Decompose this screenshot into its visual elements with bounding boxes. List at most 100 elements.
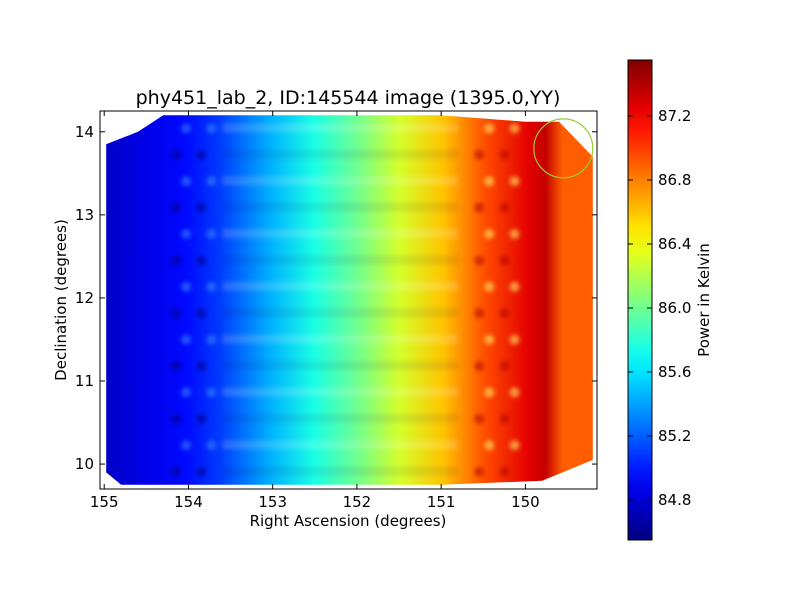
heatmap xyxy=(106,115,593,485)
scan-spot xyxy=(509,123,520,134)
x-tick-label: 154 xyxy=(174,493,203,511)
scan-spot xyxy=(181,334,192,345)
colorbar-label: Power in Kelvin xyxy=(695,243,713,357)
scan-spot xyxy=(206,334,217,345)
scan-spot xyxy=(484,440,495,451)
scan-spot xyxy=(196,466,207,477)
scan-spot xyxy=(499,308,510,319)
scan-stripe xyxy=(222,149,459,159)
scan-spot xyxy=(474,413,485,424)
scan-spot xyxy=(509,281,520,292)
scan-stripe xyxy=(222,361,459,371)
scan-spot xyxy=(206,440,217,451)
colorbar-tick-label: 85.2 xyxy=(658,427,691,445)
x-tick-label: 151 xyxy=(427,493,456,511)
scan-spot xyxy=(499,466,510,477)
scan-stripe xyxy=(222,308,459,318)
scan-spot xyxy=(171,413,182,424)
y-axis-label: Declination (degrees) xyxy=(52,219,70,381)
x-tick-label: 150 xyxy=(511,493,540,511)
scan-spot xyxy=(499,361,510,372)
scan-spot xyxy=(171,466,182,477)
colorbar-tick-label: 86.4 xyxy=(658,235,691,253)
scan-spot xyxy=(196,308,207,319)
plot-frame xyxy=(99,110,598,490)
scan-spot xyxy=(499,413,510,424)
scan-stripe xyxy=(222,334,459,344)
marker-circle xyxy=(533,118,594,179)
scan-spot xyxy=(196,149,207,160)
scan-spot xyxy=(181,228,192,239)
scan-spot xyxy=(474,149,485,160)
scan-spot xyxy=(484,387,495,398)
scan-spot xyxy=(499,202,510,213)
scan-spot xyxy=(484,176,495,187)
scan-spot xyxy=(499,255,510,266)
scan-spot xyxy=(171,202,182,213)
y-tick-label: 12 xyxy=(75,289,94,307)
colorbar-tick-label: 84.8 xyxy=(658,491,691,509)
scan-spot xyxy=(171,361,182,372)
scan-spot xyxy=(181,440,192,451)
scan-spot xyxy=(206,387,217,398)
scan-spot xyxy=(206,281,217,292)
scan-spot xyxy=(196,413,207,424)
scan-spot xyxy=(509,440,520,451)
scan-spot xyxy=(474,308,485,319)
scan-stripe xyxy=(222,387,459,397)
scan-spot xyxy=(484,228,495,239)
y-axis: 10 11 12 13 14 xyxy=(75,123,597,473)
scan-stripe xyxy=(222,228,459,238)
scan-stripe xyxy=(222,123,459,133)
scan-spot xyxy=(484,123,495,134)
x-axis: 155 154 153 152 151 150 xyxy=(90,111,540,511)
scan-stripe xyxy=(222,440,459,450)
scan-spot xyxy=(509,176,520,187)
scan-spot xyxy=(474,255,485,266)
scan-spot xyxy=(181,176,192,187)
scan-spot xyxy=(474,466,485,477)
scan-stripes xyxy=(171,123,520,477)
scan-spot xyxy=(171,255,182,266)
scan-spot xyxy=(171,308,182,319)
scan-spot xyxy=(474,361,485,372)
colorbar-gradient xyxy=(627,59,653,541)
scan-spot xyxy=(181,281,192,292)
scan-stripe xyxy=(222,281,459,291)
scan-spot xyxy=(474,202,485,213)
x-tick-label: 153 xyxy=(258,493,287,511)
scan-stripe xyxy=(222,202,459,212)
scan-stripe xyxy=(222,176,459,186)
colorbar-tick-label: 85.6 xyxy=(658,363,691,381)
x-tick-label: 152 xyxy=(343,493,372,511)
colorbar-ticks: 84.8 85.2 85.6 86.0 86.4 86.8 87.2 xyxy=(628,107,691,509)
colorbar-tick-label: 87.2 xyxy=(658,107,691,125)
scan-spot xyxy=(196,361,207,372)
scan-spot xyxy=(509,387,520,398)
chart-title: phy451_lab_2, ID:145544 image (1395.0,YY… xyxy=(136,87,561,109)
scan-spot xyxy=(196,202,207,213)
scan-spot xyxy=(206,176,217,187)
y-tick-label: 14 xyxy=(75,123,94,141)
scan-spot xyxy=(509,334,520,345)
colorbar-tick-label: 86.8 xyxy=(658,171,691,189)
x-tick-label: 155 xyxy=(90,493,119,511)
scan-spot xyxy=(181,387,192,398)
heatmap-base xyxy=(106,115,593,485)
scan-spot xyxy=(499,149,510,160)
y-tick-label: 11 xyxy=(75,372,94,390)
scan-spot xyxy=(484,334,495,345)
scan-stripe xyxy=(222,255,459,265)
scan-spot xyxy=(181,123,192,134)
x-axis-label: Right Ascension (degrees) xyxy=(250,512,447,530)
scan-spot xyxy=(484,281,495,292)
scan-spot xyxy=(206,228,217,239)
colorbar: 84.8 85.2 85.6 86.0 86.4 86.8 87.2 Power in Ke… xyxy=(627,59,713,541)
scan-spot xyxy=(196,255,207,266)
scan-spot xyxy=(509,228,520,239)
scan-stripe xyxy=(222,466,459,476)
y-tick-label: 13 xyxy=(75,206,94,224)
colorbar-tick-label: 86.0 xyxy=(658,299,691,317)
y-tick-label: 10 xyxy=(75,455,94,473)
